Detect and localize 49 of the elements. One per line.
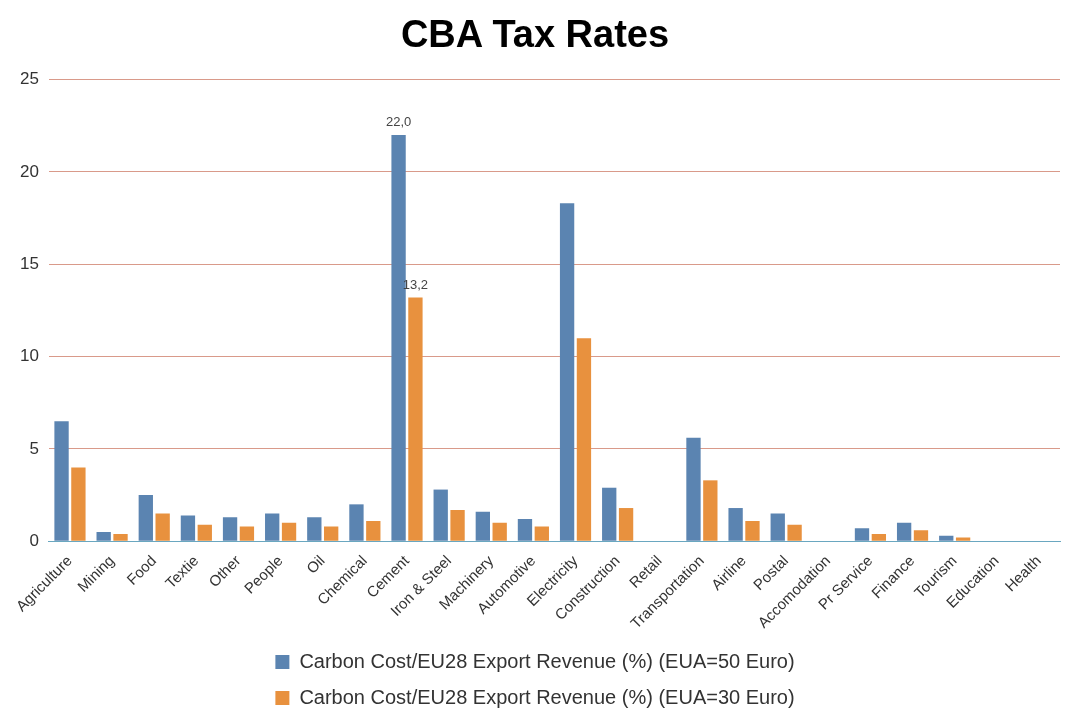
bar (559, 203, 575, 541)
bar (770, 513, 785, 541)
bar (475, 511, 490, 541)
bar (618, 508, 634, 541)
bar (408, 297, 423, 541)
bar (138, 495, 153, 541)
bar (602, 487, 617, 541)
bar (534, 526, 549, 541)
bar (180, 515, 196, 541)
data-label: 22,0 (385, 114, 412, 130)
bar (686, 437, 701, 541)
y-tick-label: 0 (29, 530, 39, 550)
bar (281, 522, 297, 541)
y-tick-label: 10 (19, 346, 39, 366)
bar (492, 522, 507, 541)
bar (54, 421, 69, 541)
y-tick-label: 5 (29, 438, 39, 458)
chart-title: CBA Tax Rates (400, 13, 670, 56)
bar (939, 535, 954, 541)
bar (896, 522, 912, 541)
bar (955, 537, 971, 541)
bar (913, 530, 929, 541)
y-tick-label: 25 (19, 69, 39, 89)
bar (787, 524, 802, 541)
bar (324, 526, 339, 541)
bar (745, 520, 760, 541)
bar (517, 519, 533, 541)
bar (366, 520, 381, 541)
legend-label: Carbon Cost/EU28 Export Revenue (%) (EUA=50 Euro) (299, 649, 795, 672)
bar (155, 513, 170, 541)
bar (433, 489, 448, 541)
y-tick-label: 15 (19, 253, 39, 273)
bar (349, 504, 364, 541)
bar (222, 517, 238, 541)
bar (239, 526, 255, 541)
bar (854, 528, 870, 541)
bar (307, 517, 322, 541)
bar (450, 509, 465, 541)
bar (728, 508, 743, 541)
legend-label: Carbon Cost/EU28 Export Revenue (%) (EUA=30 Euro) (299, 685, 795, 708)
bar (197, 524, 212, 541)
bar (576, 338, 592, 541)
bar (265, 513, 280, 541)
bar (71, 467, 86, 541)
bar (703, 480, 718, 541)
bar (113, 533, 128, 541)
bar (871, 533, 887, 541)
bar (96, 532, 111, 541)
y-tick-label: 20 (19, 161, 39, 181)
